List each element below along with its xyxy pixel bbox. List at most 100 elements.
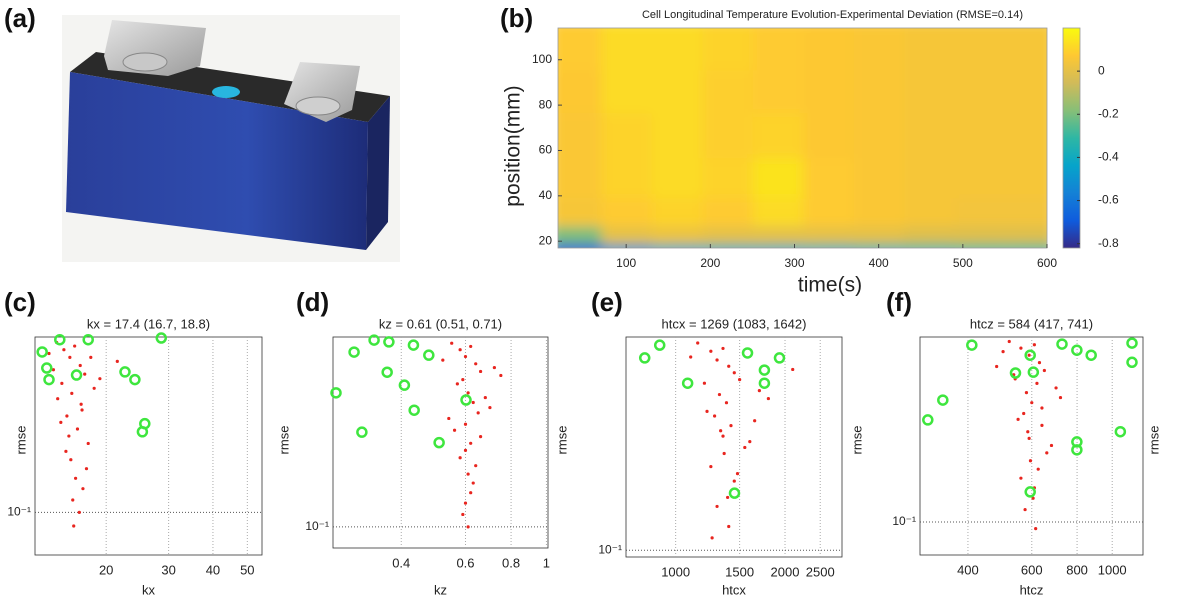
- point: [471, 400, 475, 405]
- x-tick-label: 400: [869, 256, 889, 270]
- highlight-point: [348, 346, 360, 358]
- highlight-point: [423, 349, 435, 361]
- highlight-point: [1056, 338, 1068, 350]
- point: [73, 344, 77, 348]
- y-tick-label: 80: [539, 97, 553, 111]
- point: [748, 440, 752, 444]
- point: [68, 355, 72, 359]
- point: [461, 512, 465, 517]
- highlight-point: [433, 436, 445, 449]
- x-tick-label: 50: [240, 562, 254, 577]
- plot-area: [332, 336, 549, 549]
- point: [696, 341, 700, 345]
- point: [1022, 411, 1026, 416]
- point: [47, 351, 51, 356]
- point: [705, 409, 709, 414]
- point: [67, 434, 71, 438]
- highlight-point: [54, 333, 66, 346]
- x-tick-label: 600: [1037, 256, 1057, 270]
- point: [75, 427, 80, 431]
- highlight-point: [1114, 425, 1127, 438]
- chart-title: kz = 0.61 (0.51, 0.71): [379, 316, 502, 331]
- colorbar-tick-label: -0.8: [1098, 236, 1119, 250]
- point: [463, 422, 468, 426]
- point: [86, 441, 90, 446]
- point: [1045, 451, 1049, 455]
- point: [59, 420, 63, 424]
- y-tick-label: 10⁻¹: [7, 505, 31, 519]
- point: [461, 377, 465, 382]
- point: [1001, 350, 1005, 354]
- point: [469, 491, 473, 495]
- point: [1058, 395, 1063, 400]
- point: [1016, 417, 1020, 421]
- y-axis-label: rmse: [13, 426, 28, 455]
- point: [474, 464, 478, 468]
- point: [56, 397, 60, 401]
- point: [466, 472, 470, 476]
- highlight-point: [1027, 366, 1040, 378]
- point: [1034, 527, 1038, 531]
- y-axis-label: position(mm): [502, 85, 525, 206]
- point: [458, 348, 462, 352]
- x-tick-label: 0.4: [392, 555, 410, 570]
- highlight-point: [773, 352, 786, 364]
- point: [69, 458, 73, 462]
- panel-label: (d): [296, 287, 329, 317]
- highlight-point: [922, 414, 934, 426]
- point: [1024, 391, 1029, 395]
- colorbar-tick-label: 0: [1098, 63, 1105, 77]
- x-axis-label: htcx: [722, 582, 746, 597]
- point: [1032, 343, 1036, 347]
- point: [471, 481, 475, 485]
- highlight-point: [136, 426, 149, 438]
- x-tick-label: 2500: [806, 564, 835, 579]
- x-tick-label: 300: [784, 256, 804, 270]
- battery-photo: [62, 15, 400, 262]
- point: [1040, 423, 1044, 427]
- highlight-point: [36, 346, 48, 358]
- point: [83, 372, 87, 376]
- x-axis-label: kx: [142, 582, 156, 597]
- x-tick-label: 100: [616, 256, 636, 270]
- point: [732, 479, 736, 483]
- point: [450, 341, 454, 345]
- point: [721, 434, 725, 438]
- y-axis-label: rmse: [849, 426, 864, 455]
- chart-title: Cell Longitudinal Temperature Evolution-…: [642, 9, 1023, 21]
- point: [62, 348, 66, 352]
- point: [488, 405, 492, 410]
- point: [463, 354, 468, 359]
- point: [1027, 353, 1031, 357]
- point: [64, 449, 68, 453]
- point: [478, 435, 483, 439]
- point: [469, 441, 473, 445]
- colorbar-tick-label: -0.6: [1098, 193, 1119, 207]
- highlight-point: [356, 426, 368, 438]
- chart-title: htcx = 1269 (1083, 1642): [662, 316, 807, 331]
- point: [483, 395, 487, 400]
- highlight-point: [368, 334, 380, 346]
- point: [60, 381, 64, 386]
- highlight-point: [82, 333, 94, 346]
- highlight-point: [937, 394, 949, 406]
- point: [743, 445, 747, 450]
- point: [766, 396, 770, 401]
- x-tick-label: 0.8: [502, 555, 520, 570]
- x-tick-label: 200: [700, 256, 720, 270]
- highlight-point: [381, 366, 393, 378]
- point: [79, 402, 83, 406]
- point: [458, 456, 462, 460]
- point: [1007, 339, 1011, 344]
- highlight-point: [155, 332, 168, 344]
- point: [995, 364, 999, 369]
- point: [70, 391, 74, 395]
- point: [717, 392, 722, 397]
- point: [78, 363, 82, 368]
- point: [722, 451, 726, 456]
- point: [719, 429, 723, 433]
- point: [1035, 381, 1039, 385]
- y-tick-label: 40: [539, 188, 553, 202]
- x-tick-label: 1500: [725, 564, 754, 579]
- point: [474, 362, 478, 366]
